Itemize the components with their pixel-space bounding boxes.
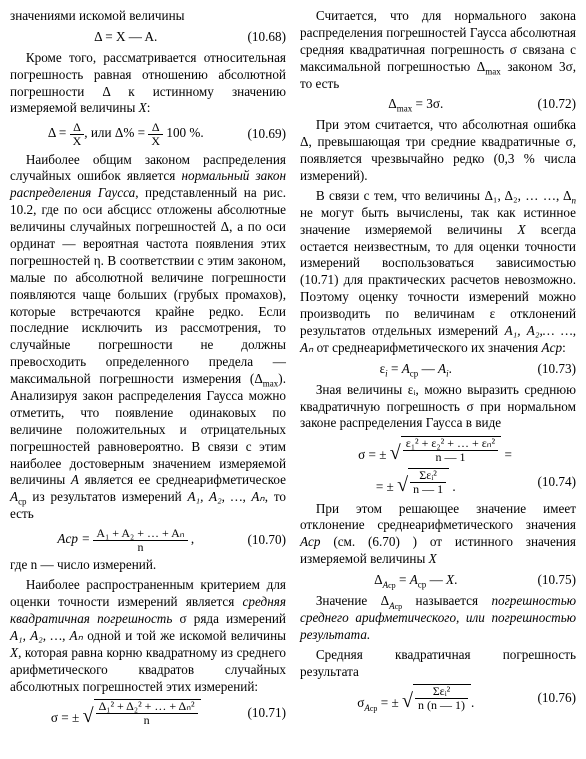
eq-10-76: σAср = ± √Σεᵢ²n (n — 1). (10.76) xyxy=(300,684,576,712)
p: В связи с тем, что величины Δ₁, Δ₂, … …,… xyxy=(300,188,576,357)
p: Считается, что для нормального закона ра… xyxy=(300,8,576,92)
p: где n — число измерений. xyxy=(10,557,286,574)
p: Средняя квадратичная погрешность результ… xyxy=(300,647,576,681)
p: Кроме того, рассматривается относительна… xyxy=(10,50,286,118)
eq-10-70: Aср = A₁ + A₂ + … + Aₙn , (10.70) xyxy=(10,527,286,553)
p: При этом считается, что абсолютная ошибк… xyxy=(300,117,576,185)
eq-10-74a: σ = ± √ε₁² + ε₂² + … + εₙ²n — 1 = xyxy=(300,436,576,464)
eq-10-72: Δmax = 3σ. (10.72) xyxy=(300,96,576,113)
eq-10-68: Δ = X — A. (10.68) xyxy=(10,29,286,46)
eq-10-69: Δ = ΔX, или Δ% = ΔX 100 %. (10.69) xyxy=(10,121,286,147)
p: Значение ΔAср называется погрешностью ср… xyxy=(300,593,576,644)
text-columns: значениями искомой величины Δ = X — A. (… xyxy=(10,8,576,751)
p: При этом решающее значение имеет отклоне… xyxy=(300,501,576,569)
p: Наиболее распространенным критерием для … xyxy=(10,577,286,695)
p: значениями искомой величины xyxy=(10,8,286,25)
eq-10-75: ΔAср = Aср — X. (10.75) xyxy=(300,572,576,589)
p: Наиболее общим законом распределения слу… xyxy=(10,152,286,524)
p: Зная величины εᵢ, можно выразить среднюю… xyxy=(300,382,576,433)
eq-10-71: σ = ± √Δ₁² + Δ₂² + … + Δₙ²n (10.71) xyxy=(10,699,286,727)
eq-10-74b: = ± √Σεᵢ²n — 1 . (10.74) xyxy=(300,468,576,496)
eq-10-73: εi = Aср — Ai. (10.73) xyxy=(300,361,576,378)
